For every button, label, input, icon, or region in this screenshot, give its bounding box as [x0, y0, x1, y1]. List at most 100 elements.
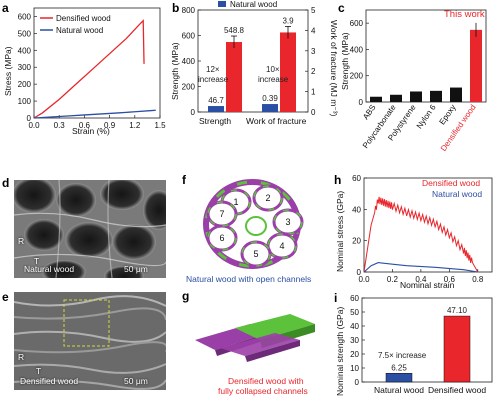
- b-right-ytick-label: 1: [311, 88, 316, 97]
- b-left-ytick-label: 200: [182, 83, 196, 92]
- x-tick-label: 0.6: [444, 275, 456, 284]
- panel-d-micrograph: R T Natural wood 50 μm: [14, 180, 166, 278]
- b-left-ytick-label: 0: [191, 108, 196, 117]
- legend-natural-wood: Natural wood: [56, 26, 103, 35]
- panel-a-letter: a: [2, 1, 9, 15]
- group-label-strength: Strength: [199, 116, 231, 126]
- cell-number: 6: [219, 233, 224, 243]
- panel-a-plot: [33, 19, 156, 119]
- axis-y-label: Strength (MPa): [340, 32, 350, 90]
- category-label: ABS: [361, 103, 378, 121]
- legend-densified-wood: Densified wood: [422, 178, 480, 188]
- category-label: Epoxy: [438, 103, 458, 126]
- legend-natural-wood: Natural wood: [432, 189, 482, 199]
- panel-e-letter-wrap: e: [2, 290, 9, 304]
- x-tick-label: 0.6: [79, 121, 91, 130]
- bar-natural-wood: [208, 106, 224, 112]
- plot-frame: [363, 177, 493, 273]
- panel-c-letter: c: [338, 1, 345, 15]
- i-ytick-label: 20: [350, 350, 359, 359]
- bar-polystyrene: [410, 91, 422, 102]
- annotation-increase-1: increase: [198, 75, 229, 84]
- axis-y-right-label: Work of fracture (MJ m⁻³): [329, 20, 338, 117]
- x-tick-label: 1.5: [154, 121, 166, 130]
- panel-i-bars: 6.25 Natural wood 47.10 Densified wood: [374, 306, 486, 395]
- micrograph-caption: Natural wood: [24, 264, 75, 274]
- panel-b-letter: b: [172, 1, 179, 15]
- plot-frame: [33, 7, 161, 119]
- cell-wall-green: [241, 241, 271, 267]
- bar-natural-wood: [385, 373, 413, 383]
- a-ytick-label: 400: [18, 46, 32, 55]
- micrograph-texture: [14, 180, 166, 278]
- bar-polycarbonate: [390, 94, 402, 102]
- a-ytick-label: 200: [18, 80, 32, 89]
- cell-number: 3: [285, 217, 290, 227]
- cell-wall-green: [207, 201, 237, 227]
- series-densified-wood: [33, 19, 145, 119]
- panel-f: f 1 2 3 4 5 6 7 Natural wood with open channel…: [182, 173, 311, 284]
- annotation-increase-2: increase: [258, 75, 289, 84]
- x-tick-label: 0.0: [28, 121, 40, 130]
- c-ytick-label: 400: [350, 45, 364, 54]
- panel-c: c This work 0 200 400 600 ABSPolycarbonateP…: [338, 1, 487, 153]
- b-left-ytick-label: 800: [182, 6, 196, 15]
- i-ytick-label: 10: [350, 364, 359, 373]
- x-tick-label: 1.2: [129, 121, 141, 130]
- cell-wall-green: [267, 233, 297, 259]
- annotation-12x: 12×: [206, 65, 220, 74]
- i-ytick-label: 40: [350, 322, 359, 331]
- panel-g: g Densified wood with fully collapsed ch…: [182, 289, 315, 396]
- a-ytick-label: 300: [18, 63, 32, 72]
- scale-bar-label: 50 μm: [124, 376, 148, 386]
- axis-y-label: Nominal strength (GPa): [335, 307, 345, 396]
- panel-a: a 0.0 0.3 0.6 0.9 1.2 1.50100200300400500600 …: [2, 1, 166, 136]
- b-left-ytick-label: 600: [182, 32, 196, 41]
- cell-wall-green: [273, 209, 303, 235]
- axis-y-label: Stress (MPa): [3, 46, 13, 96]
- axis-r-label: R: [18, 236, 25, 246]
- bar-densified-wood: [226, 42, 242, 112]
- bar-densified-wood: [280, 32, 296, 112]
- category-label: Nylon 6: [415, 103, 438, 131]
- x-tick-label: 0.9: [104, 121, 116, 130]
- bar-densified-wood: [443, 315, 471, 383]
- a-ytick-label: 0: [27, 114, 32, 123]
- annotation-10x: 10×: [266, 65, 280, 74]
- category-label: Natural wood: [374, 385, 424, 395]
- panel-b-axes: 0 200 400 600 800 0 1 2 3 4 5: [182, 6, 316, 117]
- c-ytick-label: 0: [359, 98, 364, 107]
- c-ytick-label: 600: [350, 19, 364, 28]
- h-ytick-label: 60: [352, 174, 361, 183]
- series-densified-wood: [363, 196, 479, 273]
- bar-value-label: 0.39: [262, 94, 278, 103]
- panel-i-letter: i: [334, 291, 337, 305]
- annotation-this-work: This work: [444, 9, 485, 20]
- axis-r-label: R: [18, 352, 25, 362]
- micrograph-caption: Densified wood: [20, 376, 79, 386]
- c-ytick-label: 200: [350, 72, 364, 81]
- panel-f-caption: Natural wood with open channels: [186, 274, 311, 284]
- legend-swatch-natural: [218, 1, 226, 7]
- panel-d-letter: d: [2, 176, 9, 190]
- x-tick-label: 0.4: [415, 275, 427, 284]
- bar-value-label: 548.8: [224, 26, 245, 35]
- a-ytick-label: 500: [18, 29, 32, 38]
- bar-densified-wood: [470, 29, 482, 102]
- axis-t-label: T: [34, 256, 40, 266]
- cell-number: 1: [233, 197, 238, 207]
- plot-frame: [365, 9, 487, 103]
- bar-epoxy: [450, 87, 462, 102]
- x-tick-label: 0.3: [54, 121, 66, 130]
- cell-wall-green: [253, 185, 283, 211]
- axis-y-left-label: Strength (MPa): [170, 42, 180, 100]
- panel-c-axes: 0 200 400 600: [350, 9, 487, 107]
- micrograph-texture: [14, 292, 166, 390]
- series-natural-wood: [363, 262, 478, 273]
- b-right-ytick-label: 0: [311, 108, 316, 117]
- b-right-ytick-label: 3: [311, 47, 316, 56]
- bar-abs: [370, 96, 382, 102]
- x-tick-label: 0.2: [387, 275, 399, 284]
